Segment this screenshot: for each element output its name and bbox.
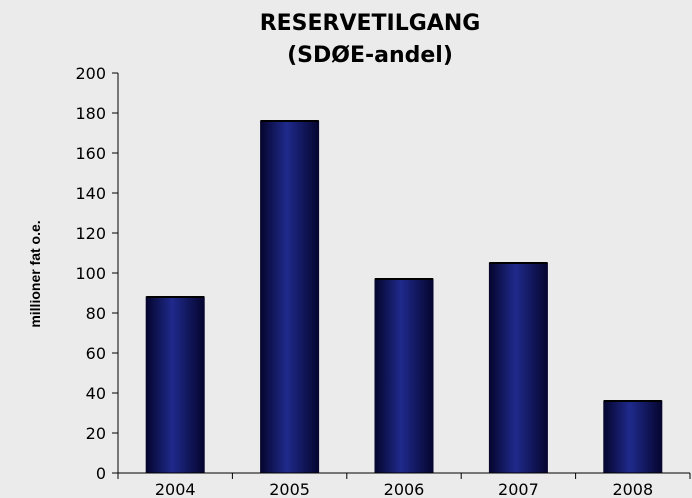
y-tick-label: 120 (75, 224, 106, 243)
bar-2004 (145, 296, 205, 474)
y-tick-label: 60 (86, 344, 106, 363)
chart-subtitle: (SDØE-andel) (287, 43, 453, 68)
bar-2005 (260, 120, 320, 474)
x-tick-label: 2008 (612, 480, 653, 498)
x-tick-label: 2006 (384, 480, 425, 498)
bar-2007 (488, 262, 548, 474)
x-tick-label: 2004 (155, 480, 196, 498)
bar-2008 (603, 400, 663, 474)
plot-area: 0 20 40 60 80 100 120 140 160 180 200 2004 2005 2006 2… (75, 64, 691, 498)
bar-2006 (374, 278, 434, 474)
y-tick-label: 140 (75, 184, 106, 203)
y-tick-label: 0 (96, 464, 106, 483)
y-tick-label: 180 (75, 104, 106, 123)
y-tick-label: 200 (75, 64, 106, 83)
y-tick-label: 160 (75, 144, 106, 163)
y-tick-label: 20 (86, 424, 106, 443)
y-tick-label: 40 (86, 384, 106, 403)
x-tick-label: 2007 (498, 480, 539, 498)
y-tick-label: 80 (86, 304, 106, 323)
y-tick-label: 100 (75, 264, 106, 283)
x-tick-label: 2005 (269, 480, 310, 498)
chart-title: RESERVETILGANG (260, 11, 481, 36)
y-axis-label: millioner fat o.e. (27, 220, 43, 327)
